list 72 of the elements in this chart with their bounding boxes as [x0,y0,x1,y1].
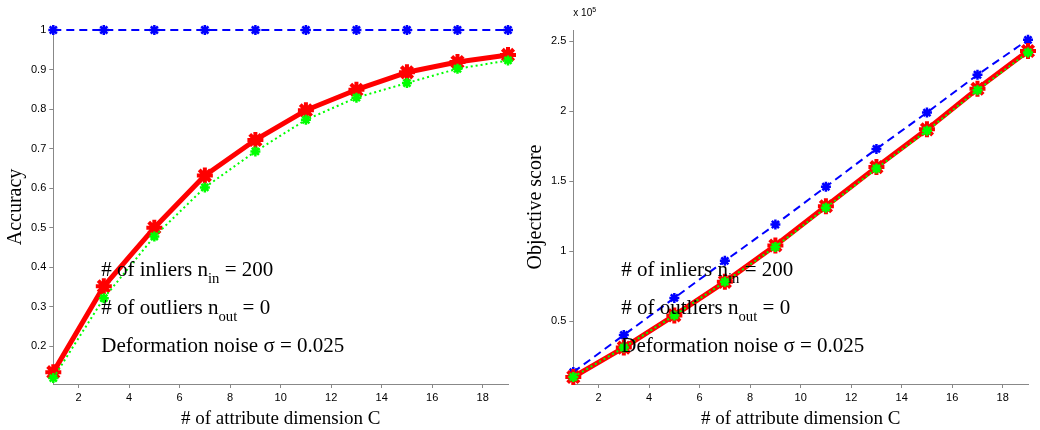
point [1021,33,1035,47]
point [299,113,313,127]
y-tick-label: 0.6 [30,181,47,194]
x-tick-label: 2 [595,390,602,403]
point [47,23,60,37]
x-axis-title: # of attribute dimension C [700,406,901,428]
point [400,76,414,90]
point [47,371,60,385]
point [350,91,363,104]
point [971,83,984,97]
y-tick-label: 1 [560,244,567,257]
x-tick-label: 16 [946,390,959,403]
x-tick-label: 10 [794,390,807,403]
point [1021,46,1035,59]
x-tick-label: 8 [227,390,234,403]
point [396,62,417,83]
y-tick-label: 0.3 [30,299,47,312]
point [249,23,262,37]
y-tick-label: 0.5 [550,314,567,327]
x-tick-label: 8 [747,390,754,403]
annotation: Deformation noise σ = 0.025 [101,333,345,357]
x-tick-label: 12 [845,390,858,403]
y-axis-title: Objective score [523,144,547,270]
x-tick-label: 14 [375,390,388,403]
x-tick-label: 4 [126,390,133,403]
point [819,201,833,214]
y-tick-label: 0.9 [30,62,47,75]
point [920,124,934,137]
point [451,62,464,76]
x-tick-label: 18 [996,390,1009,403]
point [93,276,114,297]
point [97,23,111,37]
point [194,165,215,186]
point [350,23,363,37]
point [245,129,266,150]
point [148,23,161,37]
point [971,68,984,82]
point [198,181,212,194]
y-tick-label: 0.2 [30,339,47,352]
y-tick-label: 1.5 [550,174,567,187]
point [299,23,313,37]
x-axis-title: # of attribute dimension C [180,406,381,428]
point [870,142,883,156]
point [501,23,515,37]
point [769,218,782,231]
point [148,230,161,243]
y-tick-label: 0.5 [30,220,47,233]
y-tick-label: 0.7 [30,141,47,154]
point [501,54,515,67]
point [920,106,934,119]
x-tick-label: 18 [476,390,489,403]
y-tick-label: 2 [560,104,567,117]
y-tick-label: 0.8 [30,102,47,115]
y-axis-title: Accuracy [3,168,27,246]
x-tick-label: 6 [696,390,703,403]
point [870,162,883,175]
x-tick-label: 14 [895,390,908,403]
x-tick-label: 12 [325,390,338,403]
point [769,240,782,254]
point [249,145,262,158]
y-tick-label: 0.4 [30,260,47,273]
x-tick-label: 6 [176,390,183,403]
x-tick-label: 4 [646,390,653,403]
point [198,23,212,37]
y-tick-label: 1 [40,23,47,36]
point [819,180,833,193]
point [400,23,414,37]
x-tick-label: 16 [426,390,439,403]
x-tick-label: 10 [274,390,287,403]
y-tick-label: 2.5 [550,34,567,47]
point [451,23,464,37]
x-tick-label: 2 [75,390,82,403]
